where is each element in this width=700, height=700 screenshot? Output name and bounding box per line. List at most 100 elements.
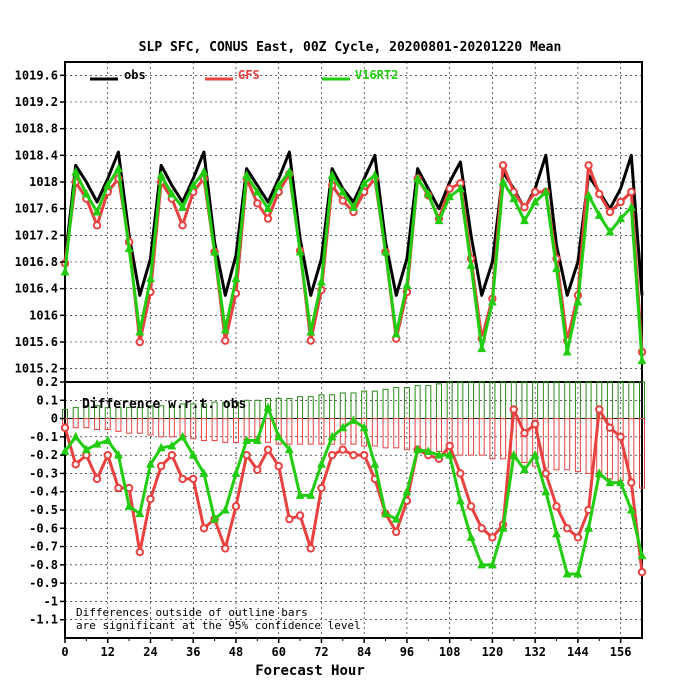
significance-bar xyxy=(158,418,165,438)
diff-v16rt2-marker xyxy=(423,446,433,455)
diff-v16rt2-marker xyxy=(210,514,220,523)
significance-bar xyxy=(435,383,442,420)
top-v16rt2-marker xyxy=(391,328,401,338)
top-grid xyxy=(65,62,642,382)
diff-gfs-marker xyxy=(349,450,358,460)
diff-gfs-marker xyxy=(114,483,123,493)
top-y-tick-label: 1018 xyxy=(29,175,58,189)
diff-gfs-marker xyxy=(285,514,294,524)
diff-v16rt2-marker xyxy=(509,450,519,459)
significance-bar xyxy=(136,418,143,434)
bottom-y-tick-label: -0.4 xyxy=(29,485,58,499)
significance-bar xyxy=(574,418,581,473)
diff-v16rt2-marker xyxy=(487,559,497,569)
significance-bar xyxy=(564,418,571,471)
bottom-y-tick-label: -0.7 xyxy=(29,540,58,554)
significance-bar xyxy=(318,418,325,445)
top-v16rt2-marker xyxy=(135,326,145,336)
diff-gfs-marker xyxy=(637,567,647,577)
top-v16rt2-marker xyxy=(210,246,220,256)
top-v16rt2-marker xyxy=(466,260,476,269)
diff-gfs-marker xyxy=(60,423,70,432)
top-v16rt2-marker xyxy=(156,170,166,179)
x-tick-label: 12 xyxy=(101,645,115,659)
significance-bar xyxy=(168,418,175,438)
diff-v16rt2-marker xyxy=(178,431,187,441)
diff-gfs-marker xyxy=(71,460,80,469)
diff-gfs-marker xyxy=(156,461,166,471)
top-v16rt2-marker xyxy=(455,183,465,193)
diff-v16rt2-marker xyxy=(338,422,348,432)
diff-gfs-line xyxy=(63,407,644,573)
significance-bar xyxy=(232,418,239,443)
diff-v16rt2-marker xyxy=(445,450,455,459)
top-v16rt2-marker xyxy=(509,193,519,203)
top-v16rt2-marker xyxy=(423,188,433,198)
bottom-y-tick-label: -0.8 xyxy=(29,558,58,572)
x-tick-label: 48 xyxy=(229,645,243,659)
diff-gfs-marker xyxy=(242,450,251,460)
top-v16rt2-marker xyxy=(381,246,390,256)
significance-bar xyxy=(126,418,133,434)
top-v16rt2-marker xyxy=(552,263,561,273)
x-tick-label: 0 xyxy=(61,645,68,659)
top-v16rt2-marker xyxy=(487,296,497,306)
diff-gfs-marker xyxy=(627,478,636,487)
diff-v16rt2-marker xyxy=(135,508,145,518)
top-v16rt2-marker xyxy=(231,273,241,283)
significance-bar xyxy=(297,396,304,420)
x-tick-label: 108 xyxy=(439,645,461,659)
top-v16rt2-marker xyxy=(317,276,326,286)
bottom-series-lines xyxy=(60,402,647,578)
diff-v16rt2-marker xyxy=(81,444,91,454)
top-v16rt2-marker xyxy=(81,188,91,198)
top-y-tick-label: 1017.6 xyxy=(15,202,58,216)
diff-gfs-marker xyxy=(541,469,551,478)
diff-v16rt2-marker xyxy=(327,431,337,441)
top-v16rt2-marker xyxy=(71,166,81,176)
diff-v16rt2-marker xyxy=(103,435,113,445)
significance-bar xyxy=(414,385,421,420)
significance-bar xyxy=(115,418,122,432)
x-tick-label: 36 xyxy=(186,645,200,659)
x-tick-label: 144 xyxy=(567,645,589,659)
top-v16rt2-marker xyxy=(445,191,455,201)
top-gfs-marker xyxy=(627,187,636,197)
top-y-tick-label: 1017.2 xyxy=(15,228,58,242)
significance-bar xyxy=(403,418,410,451)
significance-bar xyxy=(286,418,293,445)
top-gfs-marker xyxy=(616,197,625,207)
top-v16rt2-marker xyxy=(477,343,487,353)
diff-gfs-marker xyxy=(295,511,305,520)
significance-bar xyxy=(104,418,111,431)
top-v16rt2-marker xyxy=(562,346,572,356)
significance-bar xyxy=(585,418,592,474)
diff-v16rt2-marker xyxy=(605,477,615,487)
top-y-tick-label: 1016.8 xyxy=(15,255,58,269)
top-gfs-marker xyxy=(530,187,540,197)
top-v16rt2-marker xyxy=(220,324,230,334)
top-v16rt2-marker xyxy=(605,226,615,236)
top-gfs-marker xyxy=(221,336,230,345)
top-obs-line xyxy=(63,150,644,297)
significance-bar xyxy=(94,418,101,431)
significance-bar xyxy=(190,418,197,440)
top-v16rt2-marker xyxy=(146,273,155,283)
top-v16rt2-marker xyxy=(616,213,626,223)
top-gfs-marker xyxy=(263,214,273,223)
significance-bar xyxy=(222,418,229,443)
top-v16rt2-marker xyxy=(178,202,187,211)
significance-bar xyxy=(307,396,314,420)
diff-v16rt2-marker xyxy=(626,504,636,514)
diff-v16rt2-marker xyxy=(306,490,316,499)
top-v16rt2-marker xyxy=(188,180,198,189)
diff-gfs-marker xyxy=(306,544,315,553)
top-v16rt2-marker xyxy=(114,163,123,173)
diff-v16rt2-marker xyxy=(231,468,241,477)
top-v16rt2-marker xyxy=(306,326,316,336)
diff-gfs-marker xyxy=(167,450,177,460)
diff-gfs-marker xyxy=(221,544,230,553)
top-v16rt2-marker xyxy=(370,170,380,179)
diff-v16rt2-marker xyxy=(317,459,326,468)
diff-v16rt2-marker xyxy=(413,444,423,454)
